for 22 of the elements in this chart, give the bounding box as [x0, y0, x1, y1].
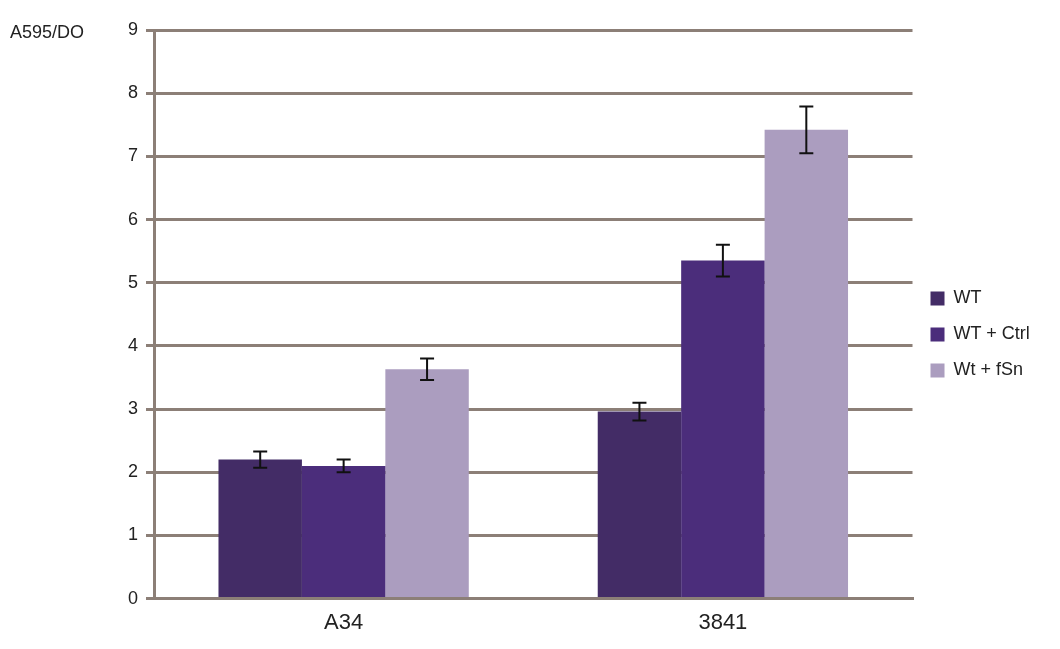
bar	[597, 411, 682, 598]
legend-label: WT	[953, 287, 982, 308]
bar	[218, 459, 302, 598]
y-tick-label: 6	[128, 208, 139, 229]
y-tick-label: 9	[128, 18, 139, 39]
y-axis-title: A595/DO	[10, 21, 85, 42]
x-tick-label: 3841	[698, 608, 748, 634]
x-tick-label: A34	[324, 608, 364, 634]
legend-label: Wt + fSn	[953, 359, 1024, 380]
y-tick-label: 0	[128, 587, 139, 608]
bar	[385, 369, 469, 598]
y-tick-label: 7	[128, 145, 139, 166]
y-tick-label: 1	[128, 524, 139, 545]
legend-label: WT + Ctrl	[953, 323, 1030, 344]
y-tick-label: 4	[128, 334, 139, 355]
bar	[681, 260, 765, 598]
y-tick-label: 3	[128, 398, 139, 419]
y-tick-label: 8	[128, 82, 139, 103]
bar	[764, 129, 849, 598]
y-tick-label: 5	[128, 271, 139, 292]
bar	[301, 465, 386, 598]
y-tick-label: 2	[128, 461, 139, 482]
